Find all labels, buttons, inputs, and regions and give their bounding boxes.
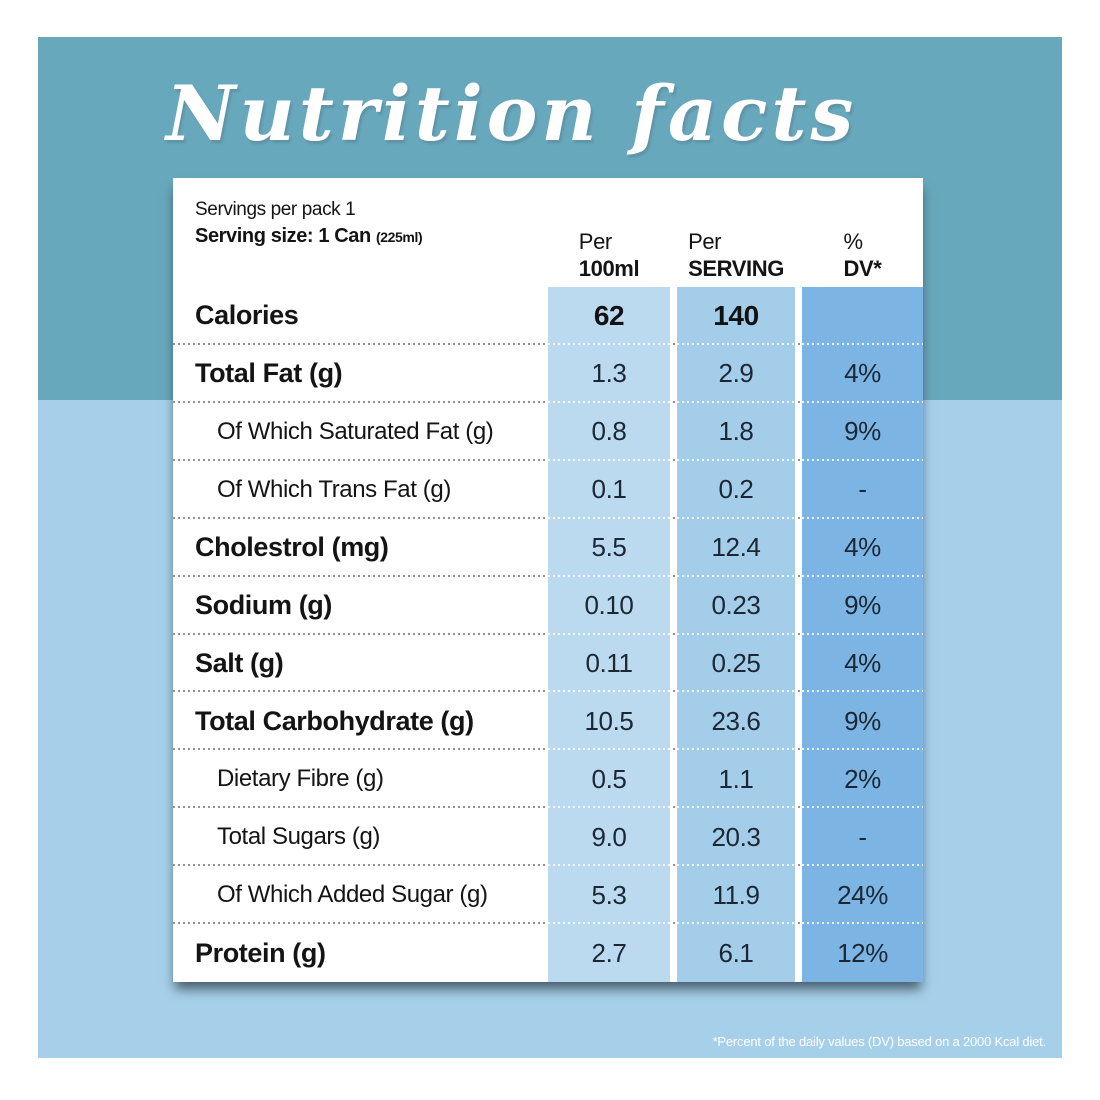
row-label: Of Which Added Sugar (g) (217, 881, 488, 909)
value-per-serving: 12.4 (677, 518, 795, 577)
row-label: Of Which Saturated Fat (g) (217, 417, 494, 445)
value-dv: 2% (802, 750, 923, 809)
row-label: Protein (g) (195, 937, 326, 968)
value-per-100ml: 9.0 (548, 808, 670, 867)
value-per-100ml: 62 (548, 287, 670, 345)
serving-size: Serving size: 1 Can (225ml) (195, 223, 423, 249)
table-row: Total Carbohydrate (g) 10.5 23.6 9% (173, 692, 923, 751)
column-header-per-serving: Per SERVING (677, 229, 795, 282)
table-row: Of Which Added Sugar (g) 5.3 11.9 24% (173, 866, 923, 925)
value-per-serving: 23.6 (677, 692, 795, 751)
table-row: Salt (g) 0.11 0.25 4% (173, 634, 923, 693)
value-per-100ml: 5.5 (548, 518, 670, 577)
dv-footnote: *Percent of the daily values (DV) based … (712, 1034, 1047, 1049)
column-header-line1: Per (688, 229, 722, 255)
column-header-line2: SERVING (688, 255, 784, 281)
row-label: Of Which Trans Fat (g) (217, 475, 451, 503)
servings-per-pack: Servings per pack 1 (195, 199, 356, 220)
value-per-100ml: 1.3 (548, 344, 670, 403)
row-label: Sodium (g) (195, 590, 332, 621)
row-label: Cholestrol (mg) (195, 532, 389, 563)
table-row: Cholestrol (mg) 5.5 12.4 4% (173, 518, 923, 577)
value-per-100ml: 0.11 (548, 634, 670, 693)
table-row: Total Fat (g) 1.3 2.9 4% (173, 344, 923, 403)
table-row: Protein (g) 2.7 6.1 12% (173, 924, 923, 983)
value-per-serving: 20.3 (677, 808, 795, 867)
row-label: Salt (g) (195, 647, 284, 678)
table-row: Of Which Trans Fat (g) 0.1 0.2 - (173, 460, 923, 519)
column-header-dv: % DV* (802, 229, 923, 282)
value-per-serving: 2.9 (677, 344, 795, 403)
value-dv: 4% (802, 518, 923, 577)
value-per-100ml: 0.5 (548, 750, 670, 809)
nutrition-rows: Calories 62 140 Total Fat (g) 1.3 2.9 4%… (173, 287, 923, 983)
row-label: Calories (195, 300, 299, 331)
value-per-100ml: 10.5 (548, 692, 670, 751)
value-dv: 9% (802, 692, 923, 751)
value-per-100ml: 0.8 (548, 402, 670, 461)
value-dv: - (802, 460, 923, 519)
value-per-100ml: 2.7 (548, 924, 670, 983)
serving-size-detail: (225ml) (375, 228, 423, 245)
value-dv (802, 287, 923, 345)
page-title: Nutrition facts (166, 69, 858, 158)
value-dv: 9% (802, 576, 923, 635)
value-per-serving: 0.23 (677, 576, 795, 635)
value-per-100ml: 0.1 (548, 460, 670, 519)
value-per-100ml: 0.10 (548, 576, 670, 635)
serving-info: Servings per pack 1 Serving size: 1 Can … (195, 198, 423, 249)
value-dv: - (802, 808, 923, 867)
table-row: Sodium (g) 0.10 0.23 9% (173, 576, 923, 635)
table-row: Of Which Saturated Fat (g) 0.8 1.8 9% (173, 402, 923, 461)
nutrition-facts-card: Servings per pack 1 Serving size: 1 Can … (173, 178, 923, 983)
row-label: Total Carbohydrate (g) (195, 705, 474, 736)
value-per-serving: 1.1 (677, 750, 795, 809)
value-per-serving: 6.1 (677, 924, 795, 983)
table-row: Total Sugars (g) 9.0 20.3 - (173, 808, 923, 867)
value-per-serving: 140 (677, 287, 795, 345)
value-dv: 24% (802, 866, 923, 925)
serving-size-label: Serving size: 1 Can (195, 224, 371, 247)
column-header-per-100ml: Per 100ml (548, 229, 670, 282)
value-per-serving: 11.9 (677, 866, 795, 925)
value-per-100ml: 5.3 (548, 866, 670, 925)
column-headers: Per 100ml Per SERVING % DV* (173, 229, 923, 282)
column-header-line2: 100ml (578, 255, 640, 281)
column-header-line1: Per (578, 229, 612, 255)
value-dv: 9% (802, 402, 923, 461)
row-label: Total Fat (g) (195, 358, 343, 389)
table-row: Dietary Fibre (g) 0.5 1.1 2% (173, 750, 923, 809)
row-label: Dietary Fibre (g) (217, 765, 384, 793)
value-per-serving: 1.8 (677, 402, 795, 461)
value-per-serving: 0.25 (677, 634, 795, 693)
column-header-line2: DV* (843, 255, 882, 281)
blue-panel: Nutrition facts Servings per pack 1 Serv… (38, 37, 1062, 1058)
table-row: Calories 62 140 (173, 287, 923, 345)
value-dv: 4% (802, 634, 923, 693)
card-header: Servings per pack 1 Serving size: 1 Can … (173, 178, 923, 287)
column-header-line1: % (843, 229, 864, 255)
row-label: Total Sugars (g) (217, 823, 381, 851)
value-dv: 12% (802, 924, 923, 983)
value-dv: 4% (802, 344, 923, 403)
value-per-serving: 0.2 (677, 460, 795, 519)
